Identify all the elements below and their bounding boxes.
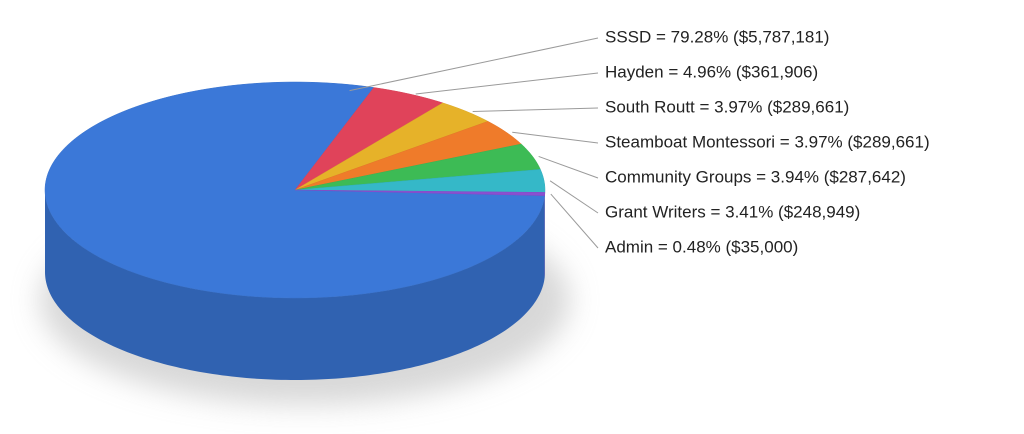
slice-label: Steamboat Montessori = 3.97% ($289,661)	[605, 132, 930, 151]
slice-label: Hayden = 4.96% ($361,906)	[605, 62, 818, 81]
slice	[294, 87, 444, 191]
leader-line	[512, 131, 599, 144]
leader-line	[550, 193, 599, 249]
slice	[294, 143, 541, 191]
slice-side	[45, 190, 545, 380]
slice-label: Community Groups = 3.94% ($287,642)	[605, 167, 906, 186]
slice	[294, 102, 489, 191]
leader-line	[472, 107, 599, 113]
leader-line	[349, 37, 599, 92]
slice	[294, 189, 546, 196]
slice-label: Grant Writers = 3.41% ($248,949)	[605, 202, 860, 221]
leader-line	[549, 180, 599, 214]
leader-line	[415, 72, 599, 95]
slice-label: Admin = 0.48% ($35,000)	[605, 237, 798, 256]
slice-label: South Routt = 3.97% ($289,661)	[605, 97, 849, 116]
slice-label: SSSD = 79.28% ($5,787,181)	[605, 27, 829, 46]
slice	[44, 81, 545, 299]
leader-line	[538, 155, 599, 179]
slice	[294, 169, 546, 193]
slice	[294, 121, 522, 191]
